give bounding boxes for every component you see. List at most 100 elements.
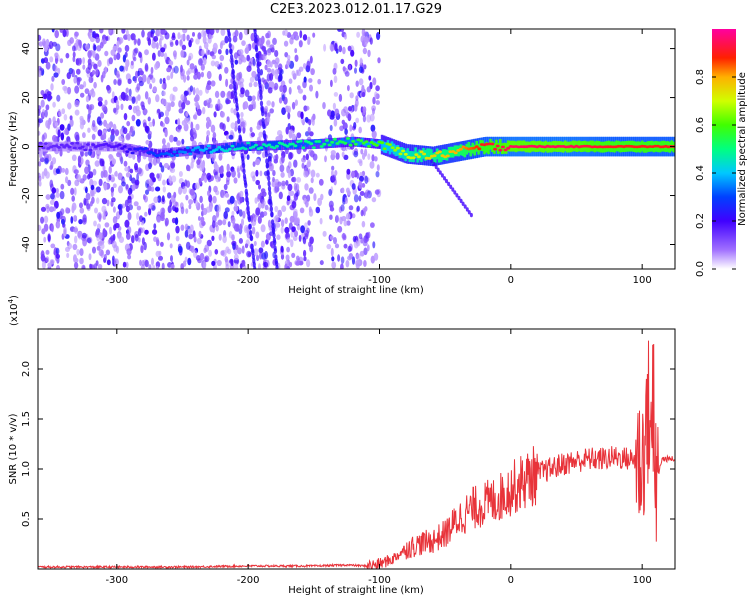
- noise-cell: [195, 87, 200, 96]
- noise-cell: [367, 231, 371, 239]
- ridge-core: [422, 152, 427, 156]
- noise-cell: [260, 188, 266, 194]
- noise-cell: [141, 74, 147, 83]
- noise-cell: [309, 55, 313, 64]
- noise-cell: [207, 80, 212, 86]
- noise-cell: [49, 56, 54, 63]
- noise-cell: [185, 241, 191, 250]
- noise-cell: [204, 244, 210, 252]
- noise-cell: [234, 120, 238, 128]
- streak-cell: [261, 110, 265, 117]
- noise-cell: [56, 94, 61, 102]
- noise-cell: [102, 71, 106, 79]
- noise-cell: [125, 87, 129, 94]
- noise-cell: [87, 115, 91, 123]
- noise-cell: [253, 81, 258, 88]
- ridge-mid: [341, 138, 344, 143]
- noise-cell: [364, 41, 368, 47]
- ridge-core: [330, 140, 335, 144]
- noise-cell: [174, 217, 179, 226]
- noise-cell: [258, 131, 264, 138]
- noise-cell: [72, 45, 76, 52]
- noise-cell: [138, 52, 143, 58]
- noise-cell: [214, 60, 220, 68]
- noise-cell: [285, 126, 289, 135]
- noise-cell: [287, 183, 293, 192]
- noise-cell: [332, 102, 336, 110]
- ridge-core: [453, 151, 458, 155]
- noise-cell: [79, 40, 82, 49]
- noise-cell: [344, 128, 348, 135]
- ridge-core: [290, 142, 295, 146]
- noise-cell: [345, 260, 350, 268]
- noise-cell: [41, 134, 45, 143]
- ridge-mid: [349, 139, 352, 145]
- ridge-mid: [380, 140, 384, 151]
- ridge-core: [259, 146, 264, 150]
- noise-cell: [361, 91, 366, 98]
- noise-cell: [63, 114, 68, 121]
- noise-cell: [118, 135, 124, 142]
- noise-cell: [310, 169, 316, 178]
- streak-cell: [231, 69, 235, 76]
- streak-cell: [268, 190, 272, 197]
- noise-cell: [144, 259, 149, 268]
- noise-cell: [74, 235, 78, 244]
- noise-cell: [258, 184, 261, 190]
- ridge-core: [332, 137, 337, 141]
- noise-cell: [266, 39, 271, 48]
- noise-cell: [113, 79, 117, 85]
- noise-cell: [99, 29, 104, 34]
- streak-cell: [254, 37, 258, 44]
- noise-cell: [255, 158, 261, 166]
- noise-cell: [212, 195, 217, 204]
- noise-cell: [338, 45, 343, 53]
- noise-cell: [39, 150, 43, 159]
- noise-cell: [180, 94, 185, 101]
- ridge-mid: [43, 144, 47, 150]
- noise-cell: [299, 207, 305, 214]
- noise-cell: [293, 159, 298, 168]
- noise-cell: [363, 260, 367, 267]
- noise-cell: [182, 29, 188, 34]
- noise-cell: [252, 175, 256, 182]
- noise-cell: [253, 214, 257, 222]
- noise-cell: [91, 264, 95, 269]
- noise-cell: [372, 77, 377, 86]
- noise-cell: [198, 177, 202, 185]
- ridge-mid: [138, 150, 142, 156]
- ridge-core: [411, 156, 416, 160]
- noise-cell: [233, 177, 238, 184]
- noise-cell: [193, 114, 197, 120]
- noise-cell: [128, 88, 132, 97]
- noise-cell: [294, 230, 298, 238]
- noise-cell: [160, 47, 166, 53]
- noise-cell: [141, 259, 145, 267]
- noise-cell: [201, 49, 205, 57]
- ridge-core: [437, 150, 442, 154]
- ridge-core: [196, 146, 201, 149]
- noise-cell: [329, 206, 335, 212]
- noise-cell: [88, 31, 91, 39]
- ridge-tail: [432, 161, 436, 167]
- noise-cell: [106, 199, 110, 207]
- noise-cell: [89, 178, 94, 187]
- ridge-core: [285, 144, 290, 148]
- noise-cell: [203, 175, 208, 183]
- noise-cell: [275, 182, 279, 188]
- noise-cell: [244, 89, 250, 98]
- noise-cell: [133, 56, 137, 62]
- noise-cell: [318, 178, 324, 186]
- ridge-mid: [382, 141, 386, 153]
- noise-cell: [120, 103, 124, 111]
- noise-cell: [303, 76, 307, 83]
- noise-cell: [186, 70, 191, 76]
- noise-cell: [344, 33, 347, 40]
- noise-cell: [333, 92, 339, 97]
- noise-cell: [225, 78, 229, 88]
- noise-cell: [149, 83, 153, 90]
- noise-cell: [264, 110, 268, 118]
- noise-cell: [262, 46, 266, 53]
- noise-cell: [306, 162, 310, 169]
- noise-cell: [131, 177, 136, 184]
